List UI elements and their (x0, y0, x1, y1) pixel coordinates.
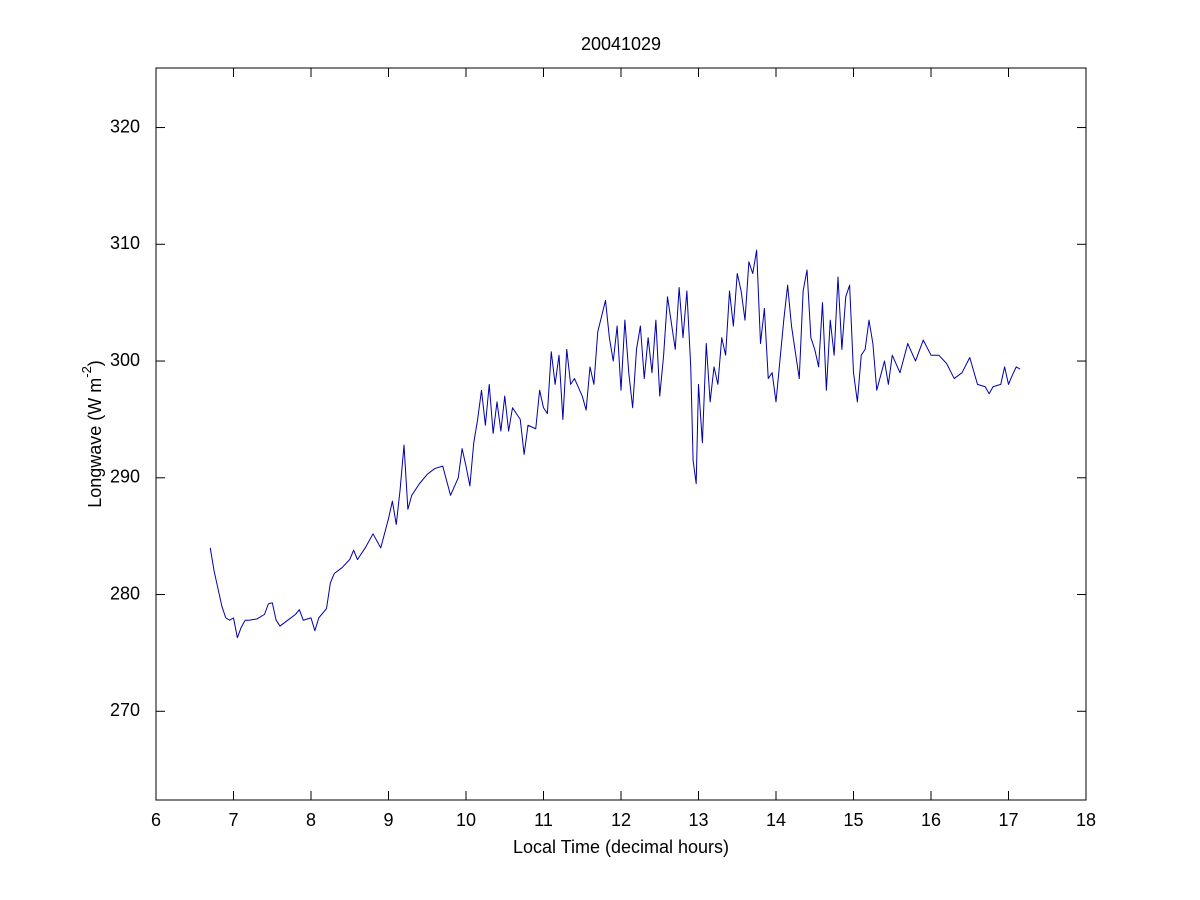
x-tick-label: 7 (228, 810, 238, 830)
x-tick-label: 9 (383, 810, 393, 830)
y-axis-label: Longwave (W m-2) (79, 360, 104, 508)
x-tick-label: 15 (843, 810, 863, 830)
x-tick-label: 17 (998, 810, 1018, 830)
y-axis-label-part: Longwave (W m (85, 378, 105, 508)
x-tick-label: 6 (151, 810, 161, 830)
x-tick-label: 12 (611, 810, 631, 830)
x-tick-label: 14 (766, 810, 786, 830)
x-tick-label: 18 (1076, 810, 1096, 830)
chart-title: 20041029 (581, 34, 661, 54)
x-tick-label: 10 (456, 810, 476, 830)
y-tick-label: 300 (110, 350, 140, 370)
x-tick-label: 13 (688, 810, 708, 830)
y-tick-label: 320 (110, 116, 140, 136)
x-axis-label: Local Time (decimal hours) (513, 837, 729, 857)
y-tick-label: 270 (110, 700, 140, 720)
y-tick-label: 280 (110, 583, 140, 603)
x-tick-label: 8 (306, 810, 316, 830)
y-axis-label-superscript: -2 (79, 366, 94, 378)
y-axis-label-part: ) (85, 360, 105, 366)
x-tick-label: 16 (921, 810, 941, 830)
y-tick-label: 290 (110, 467, 140, 487)
y-tick-label: 310 (110, 233, 140, 253)
x-tick-label: 11 (534, 810, 553, 830)
data-line (209, 249, 1021, 639)
